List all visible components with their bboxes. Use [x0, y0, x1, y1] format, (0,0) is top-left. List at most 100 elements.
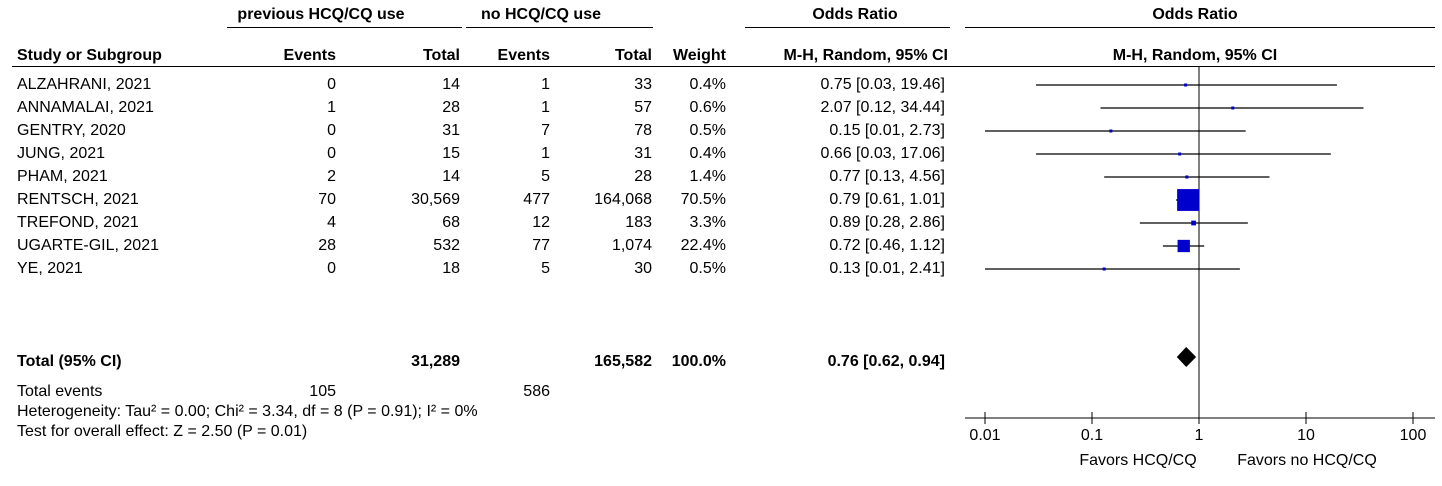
or-rule	[745, 27, 950, 28]
total1-cell: 14	[442, 168, 460, 185]
or-method-header: M-H, Random, 95% CI	[783, 47, 948, 64]
events1-cell: 1	[327, 99, 336, 116]
group2-rule	[466, 27, 653, 28]
or-title: Odds Ratio	[812, 6, 898, 23]
ci-cell: 0.89 [0.28, 2.86]	[829, 214, 945, 231]
favors-left-label: Favors HCQ/CQ	[1079, 452, 1196, 469]
total-events2: 586	[523, 383, 550, 400]
ci-cell: 0.79 [0.61, 1.01]	[829, 191, 945, 208]
events1-cell: 0	[327, 76, 336, 93]
events1-cell: 70	[318, 191, 336, 208]
total2-cell: 164,068	[594, 191, 652, 208]
weight-cell: 70.5%	[680, 191, 726, 208]
total1-value: 31,289	[411, 353, 460, 370]
study-marker	[1191, 220, 1196, 226]
events2-cell: 477	[523, 191, 550, 208]
total-ci: 0.76 [0.62, 0.94]	[827, 353, 945, 370]
total-events1: 105	[309, 383, 336, 400]
group1-rule	[227, 27, 462, 28]
group1-header: previous HCQ/CQ use	[237, 6, 405, 23]
weight-cell: 0.5%	[689, 122, 726, 139]
events1-cell: 0	[327, 122, 336, 139]
weight-cell: 1.4%	[689, 168, 726, 185]
ci-cell: 0.75 [0.03, 19.46]	[820, 76, 945, 93]
study-marker	[1185, 175, 1189, 179]
events1-header: Events	[283, 47, 336, 64]
study-name: UGARTE-GIL, 2021	[17, 237, 159, 254]
ci-cell: 0.72 [0.46, 1.12]	[829, 237, 945, 254]
total1-cell: 532	[433, 237, 460, 254]
plot-rule	[965, 27, 1435, 28]
total2-cell: 1,074	[611, 237, 652, 254]
weight-cell: 0.5%	[689, 260, 726, 277]
total2-cell: 28	[634, 168, 652, 185]
ci-cell: 0.77 [0.13, 4.56]	[829, 168, 945, 185]
events1-cell: 0	[327, 145, 336, 162]
total2-cell: 30	[634, 260, 652, 277]
ci-cell: 0.66 [0.03, 17.06]	[820, 145, 945, 162]
study-marker	[1177, 189, 1199, 211]
weight-cell: 0.4%	[689, 145, 726, 162]
total2-cell: 78	[634, 122, 652, 139]
total1-header: Total	[422, 47, 460, 64]
events2-cell: 7	[541, 122, 550, 139]
events2-cell: 12	[532, 214, 550, 231]
total1-cell: 68	[442, 214, 460, 231]
group2-header: no HCQ/CQ use	[480, 6, 601, 23]
ci-cell: 0.13 [0.01, 2.41]	[829, 260, 945, 277]
x-tick-label: 0.1	[1081, 427, 1103, 444]
study-name: PHAM, 2021	[17, 168, 108, 185]
study-marker	[1109, 129, 1113, 133]
ci-cell: 2.07 [0.12, 34.44]	[820, 99, 945, 116]
events2-cell: 77	[532, 237, 550, 254]
pooled-diamond	[1176, 347, 1197, 367]
study-marker	[1231, 106, 1235, 110]
total2-cell: 57	[634, 99, 652, 116]
study-name: GENTRY, 2020	[17, 122, 126, 139]
study-name: ALZAHRANI, 2021	[17, 76, 152, 93]
favors-right-label: Favors no HCQ/CQ	[1237, 452, 1377, 469]
total1-cell: 18	[442, 260, 460, 277]
total2-cell: 183	[625, 214, 652, 231]
header-bottom-rule	[12, 66, 1435, 67]
total1-cell: 28	[442, 99, 460, 116]
x-tick-label: 100	[1400, 427, 1427, 444]
overall-effect-text: Test for overall effect: Z = 2.50 (P = 0…	[17, 423, 308, 440]
heterogeneity-text: Heterogeneity: Tau² = 0.00; Chi² = 3.34,…	[17, 403, 478, 420]
x-tick-label: 0.01	[969, 427, 1000, 444]
events2-cell: 1	[541, 76, 550, 93]
study-marker	[1184, 83, 1188, 87]
plot-title: Odds Ratio	[1152, 6, 1238, 23]
total1-cell: 14	[442, 76, 460, 93]
study-marker	[1102, 267, 1106, 271]
events2-header: Events	[497, 47, 550, 64]
events2-cell: 1	[541, 99, 550, 116]
study-name: JUNG, 2021	[17, 145, 106, 162]
weight-cell: 22.4%	[680, 237, 726, 254]
ci-cell: 0.15 [0.01, 2.73]	[829, 122, 945, 139]
total2-value: 165,582	[594, 353, 652, 370]
total2-cell: 33	[634, 76, 652, 93]
events1-cell: 0	[327, 260, 336, 277]
plot-method-header: M-H, Random, 95% CI	[1112, 47, 1278, 64]
study-name: YE, 2021	[17, 260, 83, 277]
weight-cell: 0.6%	[689, 99, 726, 116]
study-marker	[1177, 239, 1190, 253]
total-weight: 100.0%	[671, 353, 726, 370]
events1-cell: 2	[327, 168, 336, 185]
events2-cell: 5	[541, 168, 550, 185]
weight-cell: 0.4%	[689, 76, 726, 93]
total-events-label: Total events	[17, 383, 103, 400]
total2-header: Total	[614, 47, 652, 64]
total1-cell: 15	[442, 145, 460, 162]
events1-cell: 28	[318, 237, 336, 254]
total-label: Total (95% CI)	[17, 353, 122, 370]
study-name: ANNAMALAI, 2021	[17, 99, 154, 116]
study-column-header: Study or Subgroup	[17, 47, 162, 64]
weight-cell: 3.3%	[689, 214, 726, 231]
study-name: TREFOND, 2021	[17, 214, 139, 231]
total2-cell: 31	[634, 145, 652, 162]
study-marker	[1178, 152, 1182, 156]
study-name: RENTSCH, 2021	[17, 191, 139, 208]
